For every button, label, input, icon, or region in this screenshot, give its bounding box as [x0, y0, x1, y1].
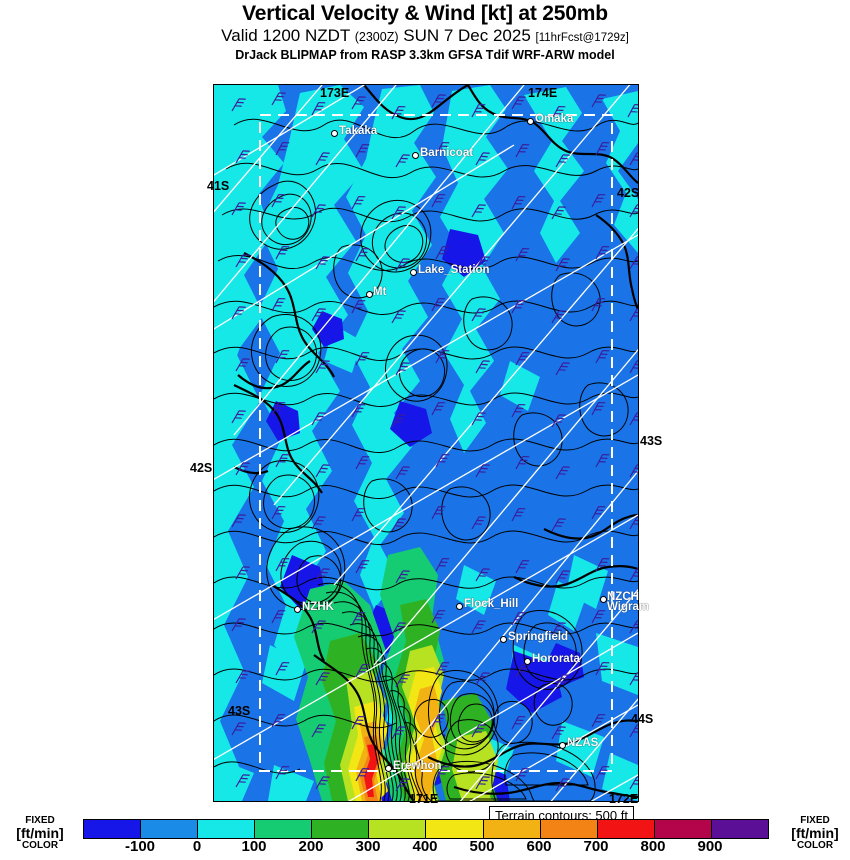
colorbar-swatch — [255, 820, 313, 838]
lon-label-bottom-171e: 171E — [409, 792, 439, 806]
place-dot — [412, 152, 419, 159]
coastline — [233, 85, 638, 801]
colorbar-left-label: FIXED [ft/min] COLOR — [2, 816, 78, 851]
colorbar-tick: 100 — [241, 838, 267, 855]
place-dot — [294, 606, 301, 613]
colorbar-left-units: [ft/min] — [16, 825, 64, 841]
colorbar-tick: 800 — [640, 838, 666, 855]
lon-label-top-173e: 173E — [320, 86, 350, 100]
colorbar-swatch — [426, 820, 484, 838]
valid-time: Valid 1200 NZDT — [221, 26, 350, 45]
colorbar[interactable] — [83, 819, 769, 839]
colorbar-swatch — [369, 820, 427, 838]
chart-validity: Valid 1200 NZDT (2300Z) SUN 7 Dec 2025 [… — [0, 26, 850, 48]
place-dot — [500, 636, 507, 643]
title-block: Vertical Velocity & Wind [kt] at 250mb V… — [0, 0, 850, 63]
lat-label-left-43s: 43S — [228, 704, 251, 718]
colorbar-left-fixed: FIXED — [25, 815, 55, 826]
colorbar-swatch — [141, 820, 199, 838]
colorbar-swatch — [654, 820, 712, 838]
colorbar-tick: 500 — [469, 838, 495, 855]
graticule — [214, 85, 638, 801]
place-dot — [524, 658, 531, 665]
colorbar-tick: 0 — [192, 838, 202, 855]
colorbar-swatch — [711, 820, 768, 838]
colorbar-right-color: COLOR — [796, 840, 834, 851]
colorbar-swatch — [540, 820, 598, 838]
terrain-contours — [214, 118, 638, 801]
colorbar-tick: 200 — [298, 838, 324, 855]
colorbar-swatch — [198, 820, 256, 838]
colorbar-right-fixed: FIXED — [800, 815, 830, 826]
colorbar-tick: 700 — [583, 838, 609, 855]
lat-label-right-42s: 42S — [617, 186, 640, 200]
colorbar-swatch — [312, 820, 370, 838]
valid-time-utc: (2300Z) — [354, 30, 399, 44]
lon-label-bottom-172e: 172E — [609, 792, 639, 806]
place-dot — [331, 130, 338, 137]
colorbar-tick: 600 — [526, 838, 552, 855]
colorbar-tick: 300 — [355, 838, 381, 855]
chart-title: Vertical Velocity & Wind [kt] at 250mb — [242, 2, 608, 25]
lat-label-left-42s: 42S — [190, 461, 213, 475]
colorbar-tick: -100 — [124, 838, 156, 855]
map-canvas — [214, 85, 638, 801]
colorbar-swatch — [84, 820, 142, 838]
place-dot — [366, 291, 373, 298]
weather-map[interactable] — [213, 84, 639, 802]
lat-label-left-41s: 41S — [207, 179, 230, 193]
field-hotspot — [348, 667, 442, 801]
place-dot — [385, 765, 392, 772]
colorbar-right-units: [ft/min] — [791, 825, 839, 841]
lat-label-right-43s: 43S — [640, 434, 663, 448]
colorbar-tick-labels: -100 0 100 200 300 400 500 600 700 800 900 — [83, 838, 767, 858]
lat-label-right-44s: 44S — [631, 712, 654, 726]
place-dot — [600, 596, 607, 603]
chart-source: DrJack BLIPMAP from RASP 3.3km GFSA Tdif… — [235, 48, 615, 62]
forecast-tag: [11hrFcst@1729z] — [535, 32, 629, 44]
place-dot — [559, 742, 566, 749]
valid-date: SUN 7 Dec 2025 — [403, 26, 531, 45]
lon-label-top-174e: 174E — [528, 86, 558, 100]
place-dot — [456, 603, 463, 610]
colorbar-swatch — [597, 820, 655, 838]
domain-boundary — [259, 114, 613, 772]
colorbar-tick: 400 — [412, 838, 438, 855]
colorbar-tick: 900 — [697, 838, 723, 855]
colorbar-left-color: COLOR — [21, 840, 59, 851]
colorbar-swatch — [483, 820, 541, 838]
colorbar-right-label: FIXED [ft/min] COLOR — [780, 816, 850, 851]
place-dot — [527, 118, 534, 125]
place-dot — [410, 269, 417, 276]
